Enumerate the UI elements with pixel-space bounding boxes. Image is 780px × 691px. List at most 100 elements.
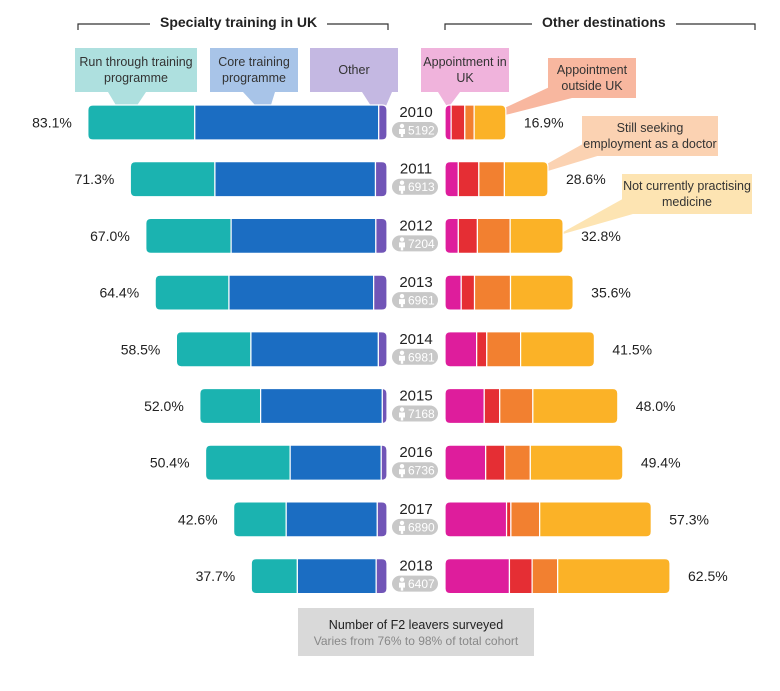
person-icon-body bbox=[399, 412, 405, 421]
person-icon bbox=[399, 350, 405, 355]
person-icon-body bbox=[399, 299, 405, 308]
year-label: 2013 bbox=[399, 274, 432, 291]
bar-left-run-through bbox=[233, 501, 287, 538]
bar-left-other bbox=[380, 444, 388, 481]
header-other-destinations: Other destinations bbox=[532, 14, 676, 30]
right-total-label: 49.4% bbox=[641, 455, 681, 471]
respondents-count: 6913 bbox=[408, 180, 435, 194]
person-icon bbox=[399, 293, 405, 299]
right-total-label: 57.3% bbox=[669, 511, 709, 527]
bar-right-still-seeking bbox=[473, 274, 512, 311]
right-total-label: 16.9% bbox=[524, 115, 564, 131]
header-specialty-training: Specialty training in UK bbox=[150, 14, 328, 30]
left-total-label: 52.0% bbox=[144, 398, 184, 414]
bar-right-still-seeking bbox=[510, 501, 541, 538]
legend-still-seeking: Still seeking employment as a doctor bbox=[582, 116, 718, 156]
bar-left-core bbox=[228, 274, 375, 311]
respondents-note: Number of F2 leavers surveyed Varies fro… bbox=[298, 608, 534, 656]
bar-right-not-practising bbox=[539, 501, 652, 538]
bar-right-appointment-uk bbox=[444, 444, 487, 481]
bar-right-appointment-uk bbox=[444, 217, 459, 254]
bar-left-run-through bbox=[175, 331, 252, 368]
right-total-label: 35.6% bbox=[591, 285, 631, 301]
legend-other: Other bbox=[310, 48, 398, 92]
year-row: 50.4% 49.4% 2016 6736 bbox=[150, 444, 681, 481]
bar-right-still-seeking bbox=[531, 558, 559, 595]
bar-right-appointment-uk bbox=[444, 387, 485, 425]
bar-left-run-through bbox=[250, 558, 298, 595]
year-row: 83.1% 16.9% 2010 5192 bbox=[32, 104, 564, 141]
respondents-count: 6890 bbox=[408, 520, 435, 534]
left-total-label: 42.6% bbox=[178, 511, 218, 527]
year-row: 42.6% 57.3% 2017 6890 bbox=[178, 501, 709, 538]
year-row: 58.5% 41.5% 2014 6981 bbox=[121, 331, 652, 368]
respondents-count: 7168 bbox=[408, 407, 435, 421]
bar-left-other bbox=[374, 161, 388, 198]
bar-left-other bbox=[378, 104, 388, 141]
person-icon bbox=[399, 237, 405, 242]
person-icon-body bbox=[399, 242, 405, 251]
person-icon bbox=[399, 407, 405, 412]
bar-left-core bbox=[214, 161, 377, 198]
year-label: 2014 bbox=[399, 331, 432, 348]
bar-right-not-practising bbox=[509, 274, 574, 311]
bar-right-not-practising bbox=[532, 387, 619, 425]
bar-left-run-through bbox=[199, 387, 262, 425]
bar-left-core bbox=[250, 331, 379, 368]
bar-right-appointment-outside bbox=[460, 274, 476, 311]
person-icon-body bbox=[399, 355, 405, 364]
year-label: 2016 bbox=[399, 444, 432, 461]
bar-left-core bbox=[230, 217, 377, 254]
bar-right-appointment-uk bbox=[444, 161, 459, 198]
right-total-label: 32.8% bbox=[581, 228, 621, 244]
bar-left-other bbox=[373, 274, 388, 311]
bar-right-appointment-outside bbox=[457, 161, 480, 198]
bar-right-appointment-uk bbox=[444, 558, 511, 595]
bar-right-still-seeking bbox=[504, 444, 531, 481]
bar-right-still-seeking bbox=[476, 217, 511, 254]
bar-left-other bbox=[381, 387, 388, 425]
bar-right-still-seeking bbox=[464, 104, 475, 141]
respondents-count: 7204 bbox=[408, 237, 435, 251]
person-icon bbox=[399, 520, 405, 526]
bar-left-core bbox=[285, 501, 378, 538]
bar-right-appointment-outside bbox=[508, 558, 533, 595]
left-total-label: 64.4% bbox=[99, 285, 139, 301]
legend-appointment-uk: Appointment in UK bbox=[421, 48, 509, 92]
right-total-label: 28.6% bbox=[566, 171, 606, 187]
bar-right-appointment-outside bbox=[450, 104, 466, 141]
left-total-label: 37.7% bbox=[196, 568, 236, 584]
year-row: 52.0% 48.0% 2015 7168 bbox=[144, 387, 676, 425]
bar-right-still-seeking bbox=[478, 161, 505, 198]
year-row: 64.4% 35.6% 2013 6961 bbox=[99, 274, 631, 311]
person-icon bbox=[399, 180, 405, 185]
person-icon bbox=[399, 123, 405, 129]
bar-left-run-through bbox=[204, 444, 291, 481]
left-total-label: 83.1% bbox=[32, 115, 72, 131]
bar-right-appointment-outside bbox=[483, 387, 501, 425]
pointer-appointment-uk bbox=[438, 92, 460, 108]
respondents-count: 6736 bbox=[408, 464, 435, 478]
bar-left-core bbox=[260, 387, 383, 425]
bar-right-appointment-uk bbox=[444, 104, 452, 141]
bar-left-run-through bbox=[129, 161, 216, 198]
left-total-label: 67.0% bbox=[90, 228, 130, 244]
person-icon-body bbox=[399, 185, 405, 194]
bar-right-appointment-uk bbox=[444, 501, 508, 538]
year-label: 2012 bbox=[399, 217, 432, 234]
person-icon-body bbox=[399, 129, 405, 137]
right-total-label: 48.0% bbox=[636, 398, 676, 414]
bar-right-appointment-outside bbox=[485, 444, 506, 481]
bar-left-core bbox=[194, 104, 380, 141]
respondents-count: 6981 bbox=[408, 350, 435, 364]
year-label: 2011 bbox=[400, 161, 432, 178]
bar-left-other bbox=[375, 217, 388, 254]
bar-left-other bbox=[375, 558, 388, 595]
bar-left-core bbox=[289, 444, 382, 481]
year-label: 2018 bbox=[399, 558, 432, 575]
right-total-label: 41.5% bbox=[612, 341, 652, 357]
note-title: Number of F2 leavers surveyed bbox=[328, 618, 504, 632]
left-total-label: 50.4% bbox=[150, 455, 190, 471]
bar-left-other bbox=[377, 331, 388, 368]
